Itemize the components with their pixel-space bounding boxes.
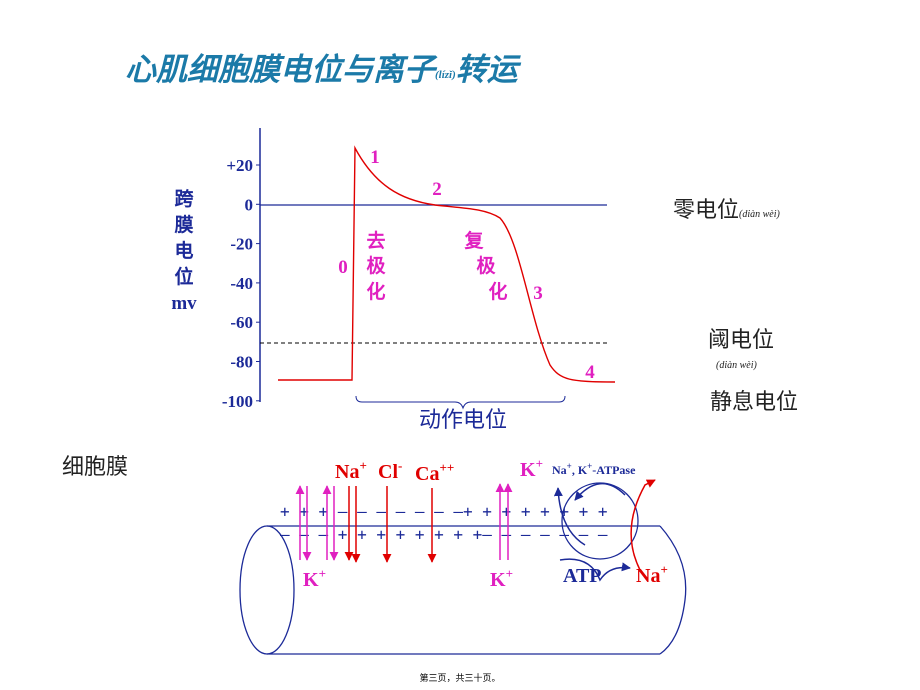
depolarization-char: 极 [366,254,386,277]
zero-annotation: 零电位(diàn wèi) [673,197,781,222]
phase-label: 3 [533,283,543,304]
depolarization-char: 去 [366,229,385,252]
threshold-label: 阈电位 [708,327,774,352]
y-tick-label: +20 [226,156,253,175]
y-tick-label: 0 [245,195,254,214]
ion: K+ [520,456,543,481]
repolarization-char: 化 [488,280,507,303]
y-tick-label: -60 [230,313,253,332]
phase-label: 1 [370,147,380,168]
ion-text: Cl [378,461,398,483]
title: 心肌细胞膜电位与离子(lízǐ)转运 [125,52,522,87]
y-tick-label: -20 [230,235,253,254]
ion: K+ [303,566,326,591]
pump-part: -ATPase [592,463,636,477]
ion-text: Na [636,565,660,587]
repolarization-char: 复 [463,229,484,252]
pump-label: Na+, K+-ATPase [552,461,636,477]
zero-pinyin: (diàn wèi) [739,209,780,220]
ion-sup: ++ [439,460,454,475]
phase-label: 0 [338,257,348,278]
inner-charges: — — — + + + + + + + +— — — — — — — [280,525,608,544]
resting-label: 静息电位 [710,389,798,414]
membrane-label: 细胞膜 [62,454,128,479]
phase-label: 4 [585,362,595,383]
y-axis-label: 位 [174,265,193,288]
ion: Na+ [636,562,668,587]
ion-sup: + [359,458,366,473]
title-pinyin: (lízǐ) [435,69,456,81]
cylinder-end [659,525,687,655]
arrows [295,479,656,582]
pump-part: , K [572,463,588,477]
ion-text: K [490,569,506,591]
ion-sup: - [398,458,402,473]
pump-part: + [587,461,592,471]
pump-part: + [567,461,572,471]
repolarization-char: 极 [476,254,496,277]
ion-sup: + [660,562,667,577]
y-tick-label: -40 [230,274,253,293]
brace [355,395,566,410]
outer-charges: + + + — — — — — — —+ + + + + + + + [280,502,608,521]
ion: Cl- [378,458,402,483]
ion: ATP [563,565,602,587]
ion: Na+ [335,458,367,483]
ion-text: Ca [415,463,439,485]
ion-sup: + [319,566,326,581]
ion: Ca++ [415,460,454,485]
ion-sup: + [536,456,543,471]
y-axis-label: 膜 [173,213,193,236]
ion-sup: + [506,566,513,581]
pump [561,482,639,560]
title-main: 心肌细胞膜电位与离子 [125,52,438,87]
phase-label: 2 [432,179,442,200]
y-axis-label: mv [171,293,197,314]
ion: K+ [490,566,513,591]
brace-label: 动作电位 [419,407,507,432]
ion-text: K [520,459,536,481]
ion-text: K [303,569,319,591]
pump-part: Na [552,463,567,477]
cylinder-end [239,525,295,655]
y-axis-label: 跨 [174,188,194,210]
ion-text: Na [335,461,359,483]
threshold-pinyin: (diàn wèi) [716,360,757,371]
action-potential-curve [278,145,616,383]
depolarization-char: 化 [366,280,385,303]
footer: 第三页，共三十页。 [419,672,500,684]
title-tail: 转运 [456,52,522,87]
y-tick-label: -80 [230,353,253,372]
zero-label: 零电位 [673,197,739,222]
y-axis-label: 电 [174,239,193,262]
y-tick-label: -100 [222,392,253,411]
